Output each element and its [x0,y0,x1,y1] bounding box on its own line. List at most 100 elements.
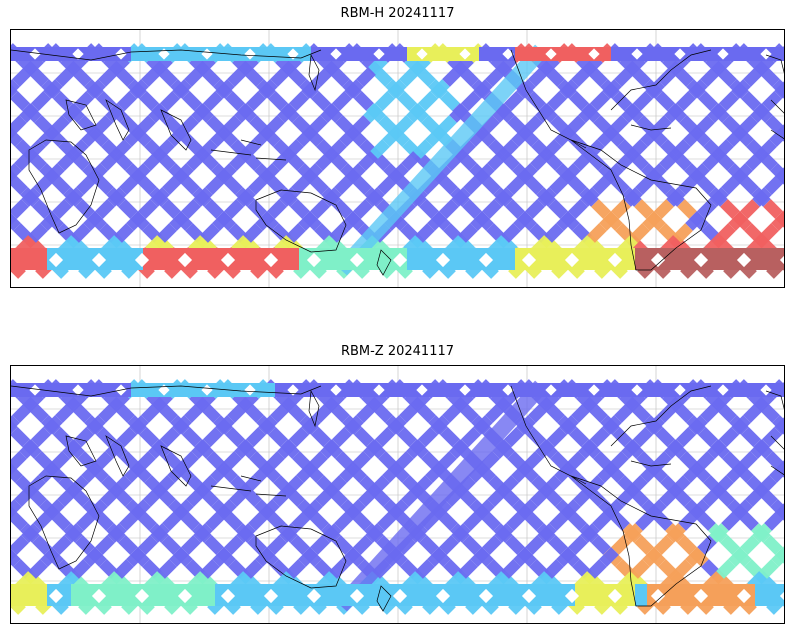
swath-segment [358,151,378,171]
swath-segment [451,523,471,543]
swath-band-south [623,248,635,270]
swath-band-south [83,248,95,270]
swath-gap [48,252,64,268]
coastline-path [308,53,320,92]
swath-band-south [731,248,743,270]
swath-segment [329,223,349,243]
swath-segment [290,535,310,555]
swath-band-south [251,248,263,270]
swath-segment [335,451,355,471]
swath-segment [630,559,650,579]
swath-segment [420,511,440,531]
swath-segment [677,199,697,219]
swath-segment [289,427,309,447]
swath-segment [138,535,158,555]
swath-segment [394,115,414,135]
swath-band-south [671,248,683,270]
swath-segment [298,547,318,567]
swath-band-north [359,47,371,61]
swath-segment [341,211,361,231]
swath-segment [765,115,784,135]
swath-segment [26,139,46,159]
swath-band-south [11,248,23,270]
swath-band-south [71,584,83,606]
swath-band-south [587,248,599,270]
swath-band-north [527,47,539,61]
swath-segment [284,139,304,159]
swath-segment [200,559,220,579]
swath-segment [311,91,331,111]
swath-segment [611,199,631,219]
swath-gap [607,588,623,604]
coastline-path [160,109,192,151]
swath-segment [114,223,134,243]
swath-segment [172,79,192,99]
coastline-path [770,129,784,140]
swath-segment [463,175,483,195]
swath-segment [542,475,562,495]
swath-gap [349,588,365,604]
swath-segment [420,175,440,195]
swath-segment [224,535,244,555]
swath-segment [143,151,163,171]
swath-segment [645,79,665,99]
swath-segment [602,415,622,435]
swath-gap [29,48,41,60]
swath-band-north [431,383,443,397]
swath-segment [516,415,536,435]
swath-band-north [623,383,635,397]
swath-segment [688,79,708,99]
swath-band-south [359,584,371,606]
swath-segment [679,451,699,471]
swath-segment [287,403,307,423]
map-panel-top [10,29,785,288]
swath-band-north [539,383,551,397]
swath-segment [373,67,393,87]
swath-segment [95,199,115,219]
swath-segment [313,67,333,87]
swath-segment [309,511,329,531]
swath-segment [51,511,71,531]
swath-segment [334,511,354,531]
swath-band-south [59,584,71,606]
swath-segment [421,451,441,471]
swath-segment [666,523,686,543]
swath-segment [182,427,202,447]
swath-band-south [323,248,335,270]
swath-segment [738,115,758,135]
swath-band-north [515,47,527,61]
swath-segment [272,487,292,507]
swath-band-north [215,47,227,61]
swath-segment [222,115,242,135]
swath-segment [308,115,328,135]
swath-segment [475,499,495,519]
swath-segment [268,427,288,447]
swath-segment [664,439,684,459]
swath-segment [126,211,146,231]
swath-segment [95,535,115,555]
swath-band-south [335,248,347,270]
swath-segment [119,511,139,531]
swath-segment [719,427,739,447]
swath-segment [569,91,589,111]
swath-layer [11,43,784,279]
swath-segment [760,67,780,87]
swath-segment [365,187,385,207]
swath-segment [504,427,524,447]
swath-segment [234,439,254,459]
swath-band-north [107,383,119,397]
swath-segment [31,91,51,111]
swath-segment [114,559,134,579]
swath-segment [241,475,261,495]
swath-segment [633,427,653,447]
swath-segment [375,91,395,111]
swath-segment [549,175,569,195]
swath-band-south [155,248,167,270]
swath-segment [752,187,772,207]
swath-segment [248,511,268,531]
swath-segment [268,91,288,111]
swath-band-north [551,383,563,397]
swath-segment [612,427,632,447]
swath-segment [184,403,204,423]
swath-band-north [83,383,95,397]
